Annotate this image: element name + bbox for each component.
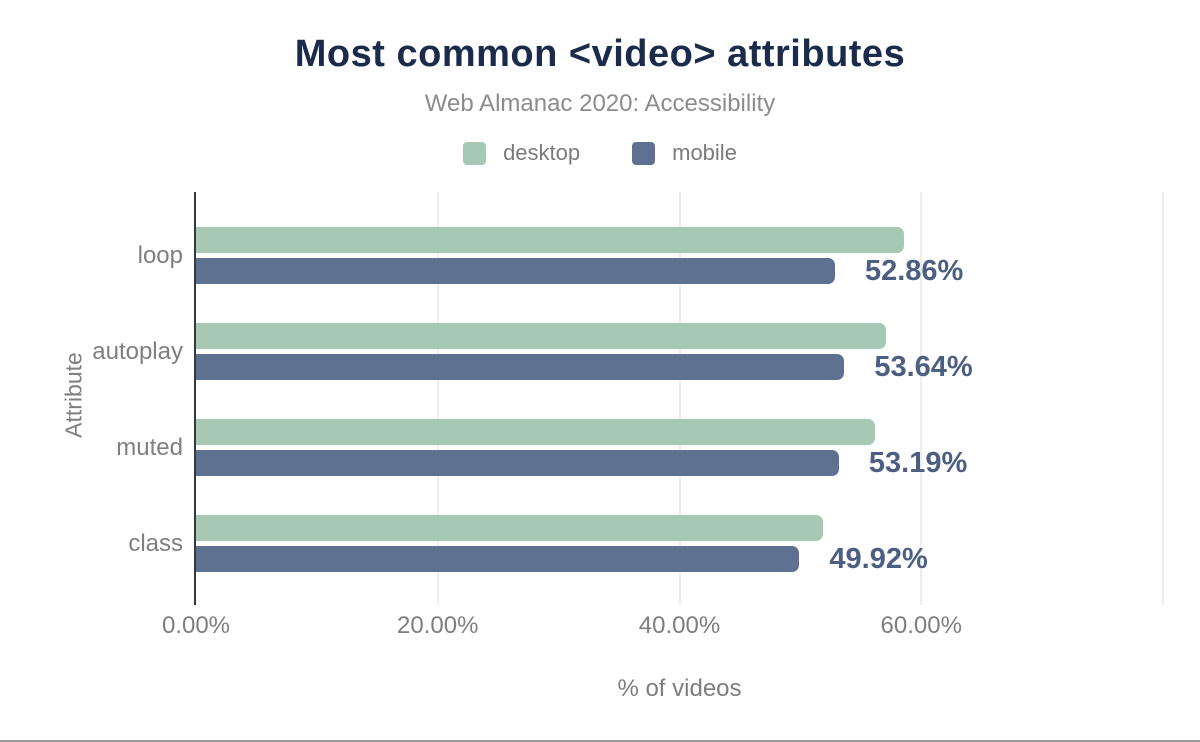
x-tick-label: 60.00% bbox=[880, 612, 962, 639]
bar-loop-mobile[interactable] bbox=[196, 258, 835, 284]
plot-area: 52.86% 53.64% 53.19% 49.92% bbox=[196, 192, 1164, 605]
gridline bbox=[436, 192, 439, 605]
value-label-class: 49.92% bbox=[829, 543, 928, 575]
bottom-edge-line bbox=[0, 740, 1200, 742]
bar-class-desktop[interactable] bbox=[196, 515, 824, 541]
bar-muted-mobile[interactable] bbox=[196, 450, 839, 476]
bar-autoplay-desktop[interactable] bbox=[196, 323, 887, 349]
x-tick-label: 0.00% bbox=[161, 612, 231, 639]
legend-label-mobile: mobile bbox=[672, 140, 737, 165]
bar-muted-desktop[interactable] bbox=[196, 419, 876, 445]
category-label-muted: muted bbox=[116, 433, 183, 461]
y-axis-line bbox=[194, 192, 196, 605]
chart-title: Most common <video> attributes bbox=[294, 33, 906, 75]
value-label-loop: 52.86% bbox=[864, 255, 964, 287]
category-label-class: class bbox=[128, 529, 183, 557]
gridline bbox=[678, 192, 681, 605]
legend-item-mobile: mobile bbox=[632, 140, 737, 166]
chart-subtitle: Web Almanac 2020: Accessibility bbox=[424, 90, 776, 117]
bar-autoplay-mobile[interactable] bbox=[196, 354, 845, 380]
category-label-autoplay: autoplay bbox=[92, 337, 183, 365]
category-label-loop: loop bbox=[137, 241, 183, 269]
gridline bbox=[1162, 192, 1164, 605]
legend-swatch-desktop-icon bbox=[463, 141, 487, 165]
value-label-muted: 53.19% bbox=[868, 447, 968, 479]
legend-label-desktop: desktop bbox=[503, 140, 581, 165]
legend: desktop mobile bbox=[0, 140, 1200, 166]
gridline bbox=[920, 192, 923, 605]
legend-swatch-mobile-icon bbox=[632, 141, 656, 165]
bar-class-mobile[interactable] bbox=[196, 546, 800, 572]
x-tick-label: 40.00% bbox=[638, 612, 721, 639]
value-label-autoplay: 53.64% bbox=[874, 351, 973, 383]
x-axis-title: % of videos bbox=[617, 675, 742, 702]
bar-loop-desktop[interactable] bbox=[196, 227, 905, 253]
x-tick-label: 20.00% bbox=[397, 612, 479, 639]
legend-item-desktop: desktop bbox=[463, 140, 580, 166]
